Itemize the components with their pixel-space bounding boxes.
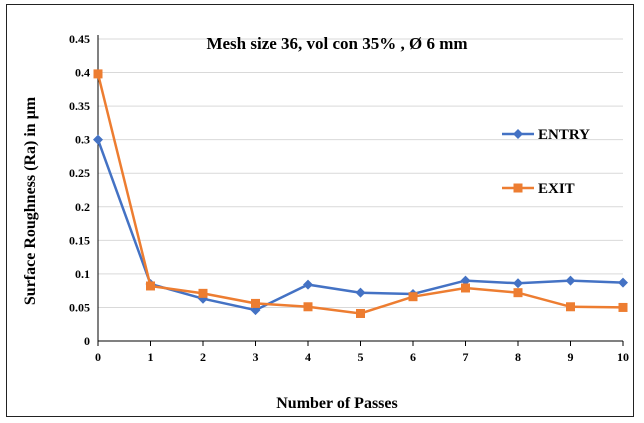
- y-tick-label: 0.15: [69, 233, 90, 247]
- data-point-exit: [251, 298, 260, 308]
- chart-frame: 0 0.05 0.1 0.15 0.2 0.25 0.3 0.35 0.4 0.45 0 1 2 3 4 5…: [6, 4, 634, 417]
- data-point-entry: [303, 279, 313, 290]
- x-tick-label: 1: [148, 350, 154, 364]
- y-tick-label: 0.35: [69, 99, 90, 113]
- x-tick-label: 3: [253, 350, 259, 364]
- y-tick-label: 0.4: [75, 66, 90, 80]
- y-tick-label: 0.3: [75, 133, 90, 147]
- x-tick-label: 6: [410, 350, 416, 364]
- y-tick-label: 0.2: [75, 200, 90, 214]
- series-line-entry: [96, 139, 624, 312]
- data-point-exit: [408, 292, 418, 302]
- x-tick-label: 5: [358, 350, 364, 364]
- y-tick-label: 0: [84, 334, 90, 348]
- data-point-exit: [513, 288, 523, 298]
- x-tick-labels: 0 1 2 3 4 5 6 7 8 9 10: [95, 350, 629, 364]
- gridlines: [98, 38, 623, 308]
- x-tick-label: 0: [95, 350, 101, 364]
- data-point-entry: [460, 275, 471, 286]
- x-tick-label: 2: [200, 350, 206, 364]
- x-tick-label: 7: [463, 350, 469, 364]
- data-point-exit: [618, 302, 628, 312]
- data-point-entry: [513, 278, 523, 289]
- legend-marker-exit: [513, 183, 523, 193]
- axes: [97, 35, 624, 346]
- x-axis-label: Number of Passes: [276, 395, 397, 412]
- y-tick-label: 0.25: [69, 166, 90, 180]
- legend-label-entry: ENTRY: [538, 127, 590, 143]
- data-point-entry: [618, 277, 628, 288]
- y-tick-labels: 0 0.05 0.1 0.15 0.2 0.25 0.3 0.35 0.4 0.45: [69, 32, 90, 348]
- x-tick-label: 9: [568, 350, 574, 364]
- data-point-exit: [303, 302, 313, 312]
- data-point-entry: [355, 287, 366, 298]
- legend-marker-entry: [513, 129, 523, 139]
- line-chart: 0 0.05 0.1 0.15 0.2 0.25 0.3 0.35 0.4 0.45 0 1 2 3 4 5…: [22, 32, 629, 412]
- data-point-exit: [146, 281, 155, 291]
- data-point-exit: [93, 69, 103, 79]
- series: [93, 69, 628, 318]
- legend-label-exit: EXIT: [538, 181, 575, 197]
- data-point-exit: [566, 302, 575, 312]
- y-axis-label: Surface Roughness (Ra) in μm: [22, 96, 39, 305]
- chart-title: Mesh size 36, vol con 35% , Ø 6 mm: [206, 34, 467, 53]
- x-tick-label: 8: [515, 350, 521, 364]
- data-point-entry: [565, 275, 576, 286]
- y-tick-label: 0.05: [69, 300, 90, 314]
- data-point-exit: [461, 283, 470, 293]
- y-tick-label: 0.1: [75, 267, 90, 281]
- x-tick-label: 10: [617, 350, 629, 364]
- y-tick-label: 0.45: [69, 32, 90, 46]
- data-point-exit: [198, 288, 208, 298]
- data-point-exit: [356, 308, 365, 318]
- data-point-entry: [93, 134, 103, 145]
- x-tick-label: 4: [305, 350, 311, 364]
- legend: ENTRY EXIT: [502, 127, 590, 197]
